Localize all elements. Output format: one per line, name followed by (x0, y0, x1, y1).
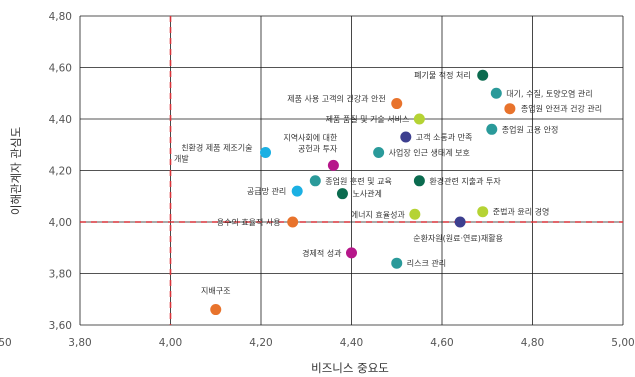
data-point (391, 98, 403, 110)
x-tick-label: 4,20 (249, 337, 272, 349)
data-point-label: 제품 품질 및 기술 서비스 (326, 114, 410, 124)
data-point (373, 146, 385, 158)
y-tick-label: 3,60 (49, 320, 72, 332)
data-point-label: 용수의 효율적 사용 (217, 217, 281, 227)
data-point-label: 지역사회에 대한 공헌과 투자 (283, 132, 338, 153)
data-point (291, 185, 303, 197)
data-point-label: 폐기물 적정 처리 (414, 70, 471, 80)
y-tick-label: 4,40 (49, 114, 72, 126)
data-point (210, 304, 222, 316)
x-tick-label: 3,80 (68, 337, 91, 349)
data-point-label: 환경관련 지출과 투자 (429, 176, 501, 186)
axis-ticks: 3,80 4,00 4,20 4,40 4,60 4,80 5,00 5,50 3,60 3,80… (0, 11, 635, 349)
data-point (413, 175, 425, 187)
data-point (504, 103, 516, 115)
y-tick-label: 3,80 (49, 269, 72, 281)
data-point-label: 순환자원(원료·연료)재활용 (413, 233, 503, 243)
data-point-label: 사업장 인근 생태계 보호 (389, 147, 470, 157)
data-point (454, 216, 466, 228)
x-tick-label: 4,00 (159, 337, 182, 349)
data-point (477, 206, 489, 218)
data-point (486, 123, 498, 135)
data-point (287, 216, 299, 228)
data-point-label: 지배구조 (201, 287, 230, 296)
data-point-label: 친환경 제품 제조기술 개발 (174, 142, 253, 163)
data-point-label: 리스크 관리 (407, 258, 446, 268)
x-tick-label: 5,00 (611, 337, 634, 349)
y-axis-title: 이해관계자 관심도 (9, 127, 23, 215)
y-tick-label: 4,00 (49, 217, 72, 229)
data-point-label: 경제적 성과 (302, 248, 342, 258)
x-tick-label: 5,50 (0, 337, 12, 349)
y-tick-label: 4,20 (49, 166, 72, 178)
x-tick-label: 4,60 (430, 337, 453, 349)
data-point-label: 공급망 관리 (247, 186, 286, 196)
data-point (413, 113, 425, 125)
data-point-label: 제품 사용 고객의 건강과 안전 (287, 94, 386, 104)
threshold-lines (80, 16, 623, 325)
x-tick-label: 4,80 (521, 337, 544, 349)
data-point (477, 69, 489, 81)
data-point (309, 175, 321, 187)
data-point (391, 257, 403, 269)
data-point (336, 188, 348, 200)
data-point-label: 노사관계 (352, 189, 381, 199)
data-points (210, 69, 516, 316)
data-point-label: 에너지 효율성과 (351, 209, 406, 219)
y-tick-label: 4,80 (49, 11, 72, 23)
data-point-label: 대기, 수질, 토양오염 관리 (506, 88, 592, 98)
data-point (409, 208, 421, 220)
data-point (327, 159, 339, 171)
data-point-label: 종업원 훈련 및 교육 (325, 176, 392, 186)
y-tick-label: 4,60 (49, 63, 72, 75)
data-point (400, 131, 412, 143)
data-point (260, 146, 272, 158)
data-point-label: 고객 소통과 만족 (416, 132, 473, 142)
data-point-label: 종업원 고용 안정 (502, 124, 559, 134)
data-point (346, 247, 357, 259)
x-axis-title: 비즈니스 중요도 (311, 361, 389, 375)
data-point-label: 준법과 윤리 경영 (493, 207, 550, 217)
x-tick-label: 4,40 (340, 337, 363, 349)
data-point-label: 종업원 안전과 건강 관리 (521, 104, 602, 114)
grid (79, 15, 624, 326)
data-point (490, 87, 502, 99)
